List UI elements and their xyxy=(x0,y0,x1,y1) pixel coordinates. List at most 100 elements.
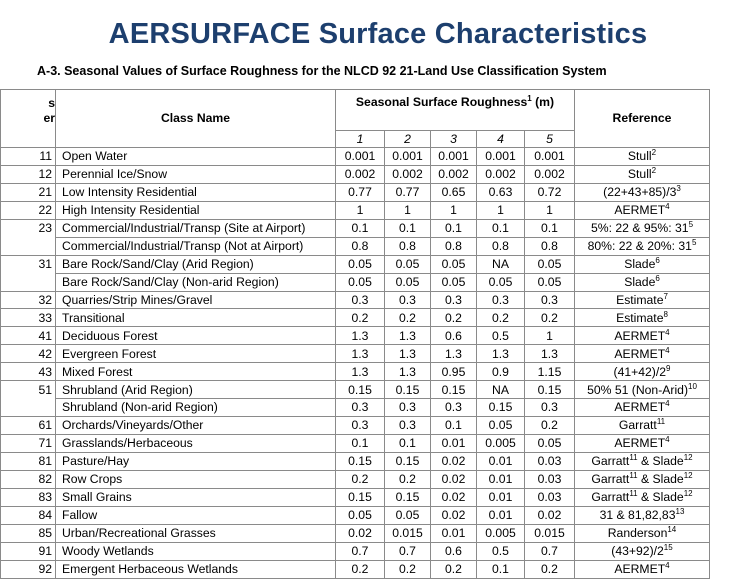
roughness-value: 0.005 xyxy=(476,434,525,453)
class-name: Open Water xyxy=(55,147,336,166)
season-header: 4 xyxy=(476,130,525,148)
reference-cell: (41+42)/29 xyxy=(574,362,710,382)
reference-cell: Stull2 xyxy=(574,164,710,184)
class-number: 51 xyxy=(0,380,56,399)
reference-text: AERMET xyxy=(614,436,666,451)
roughness-value: 0.15 xyxy=(384,451,431,471)
reference-cell: Slade6 xyxy=(574,254,710,274)
roughness-value: 0.8 xyxy=(335,236,385,256)
season-header: 3 xyxy=(430,130,477,148)
roughness-value: 0.8 xyxy=(524,236,575,256)
roughness-value: 0.2 xyxy=(335,308,385,328)
reference-cell: 50% 51 (Non-Arid)10 xyxy=(574,380,710,400)
class-name: Deciduous Forest xyxy=(55,326,336,346)
roughness-value: 0.3 xyxy=(384,416,431,435)
class-name: Urban/Recreational Grasses xyxy=(55,523,336,543)
table-row: 85 Urban/Recreational Grasses 0.02 0.015 0.0… xyxy=(0,523,710,543)
roughness-value: 0.2 xyxy=(476,308,525,328)
class-number-header-line2: er xyxy=(43,110,55,125)
reference-text: AERMET xyxy=(614,328,666,343)
reference-cell: AERMET4 xyxy=(574,434,710,453)
table-body: 11 Open Water 0.001 0.001 0.001 0.001 0.001 Stu… xyxy=(0,147,710,579)
roughness-value: 1.3 xyxy=(430,344,477,364)
roughness-value: 0.001 xyxy=(384,147,431,166)
roughness-value: 0.015 xyxy=(524,523,575,543)
class-name: Quarries/Strip Mines/Gravel xyxy=(55,290,336,310)
roughness-value: 0.3 xyxy=(476,290,525,310)
class-name: Perennial Ice/Snow xyxy=(55,164,336,184)
roughness-value: 0.9 xyxy=(476,362,525,382)
class-name: Row Crops xyxy=(55,469,336,489)
roughness-value: 1 xyxy=(524,326,575,346)
roughness-header-footnote: 1 xyxy=(527,93,532,103)
reference-footnote: 11 xyxy=(656,417,666,427)
roughness-value: 0.2 xyxy=(524,416,575,435)
roughness-value: 0.2 xyxy=(524,308,575,328)
roughness-value: 0.3 xyxy=(524,290,575,310)
reference-text: Garratt xyxy=(618,418,657,433)
roughness-value: 0.05 xyxy=(384,254,431,274)
reference-cell: 5%: 22 & 95%: 315 xyxy=(574,218,710,238)
roughness-value: 0.1 xyxy=(476,218,525,238)
roughness-value: 0.5 xyxy=(476,326,525,346)
reference-footnote: 5 xyxy=(691,237,697,247)
roughness-value: 0.6 xyxy=(430,541,477,561)
class-number: 33 xyxy=(0,308,56,328)
roughness-value: 0.05 xyxy=(524,254,575,274)
reference-cell: Garratt11 & Slade12 xyxy=(574,487,710,507)
class-name: Commercial/Industrial/Transp (Not at Air… xyxy=(55,236,336,256)
class-number: 81 xyxy=(0,451,56,471)
roughness-value: 0.77 xyxy=(335,182,385,202)
class-number: 43 xyxy=(0,362,56,382)
roughness-value: 0.6 xyxy=(430,326,477,346)
roughness-value: 0.001 xyxy=(476,147,525,166)
reference-footnote: 7 xyxy=(663,291,668,301)
roughness-value: 0.05 xyxy=(384,505,431,525)
roughness-value: 0.05 xyxy=(430,272,477,292)
class-number xyxy=(0,273,56,292)
roughness-value: 0.002 xyxy=(524,164,575,184)
roughness-value: 1.3 xyxy=(335,362,385,382)
class-name: Fallow xyxy=(55,505,336,525)
roughness-value: 0.1 xyxy=(476,559,525,579)
class-number: 23 xyxy=(0,218,56,238)
class-number xyxy=(0,398,56,418)
reference-text: Garratt xyxy=(591,454,630,469)
roughness-value: 0.3 xyxy=(335,398,385,418)
roughness-value: 0.7 xyxy=(524,541,575,561)
reference-cell: Estimate7 xyxy=(574,290,710,310)
reference-cell: AERMET4 xyxy=(574,344,710,364)
table-row: 33 Transitional 0.2 0.2 0.2 0.2 0.2 Estimate8 xyxy=(0,308,710,328)
class-name: Commercial/Industrial/Transp (Site at Ai… xyxy=(55,218,336,238)
roughness-value: 0.02 xyxy=(430,505,477,525)
reference-cell: Randerson14 xyxy=(574,523,710,543)
reference-footnote: 4 xyxy=(665,202,670,212)
roughness-value: 0.7 xyxy=(384,541,431,561)
roughness-value: 0.63 xyxy=(476,182,525,202)
roughness-value: 0.15 xyxy=(335,451,385,471)
class-number: 12 xyxy=(0,164,56,184)
roughness-value: 0.15 xyxy=(335,487,385,507)
reference-cell: (22+43+85)/33 xyxy=(574,182,710,202)
reference-text: Slade xyxy=(624,274,656,289)
table-row: 83 Small Grains 0.15 0.15 0.02 0.01 0.03 Garrat… xyxy=(0,487,710,507)
roughness-value: 0.02 xyxy=(430,451,477,471)
roughness-value: 0.77 xyxy=(384,182,431,202)
roughness-value: 0.8 xyxy=(430,236,477,256)
reference-footnote: 13 xyxy=(675,507,685,517)
reference-cell: Stull2 xyxy=(574,147,710,166)
class-number: 91 xyxy=(0,541,56,561)
roughness-value: 0.01 xyxy=(476,505,525,525)
reference-text: 50% 51 (Non-Arid) xyxy=(587,382,689,397)
table-caption: A-3. Seasonal Values of Surface Roughnes… xyxy=(37,64,607,78)
table-row: 32 Quarries/Strip Mines/Gravel 0.3 0.3 0.3 0.… xyxy=(0,290,710,310)
roughness-table: s er Class Name Seasonal Surface Roughne… xyxy=(0,89,710,579)
roughness-value: 1 xyxy=(430,200,477,220)
reference-footnote-2: 12 xyxy=(683,471,693,481)
reference-footnote: 4 xyxy=(665,345,670,355)
table-row: 12 Perennial Ice/Snow 0.002 0.002 0.002 0.002… xyxy=(0,164,710,184)
class-number: 21 xyxy=(0,182,56,202)
season-header: 1 xyxy=(335,130,385,148)
roughness-value: 0.15 xyxy=(384,487,431,507)
class-number-header-line1: s xyxy=(48,96,55,110)
